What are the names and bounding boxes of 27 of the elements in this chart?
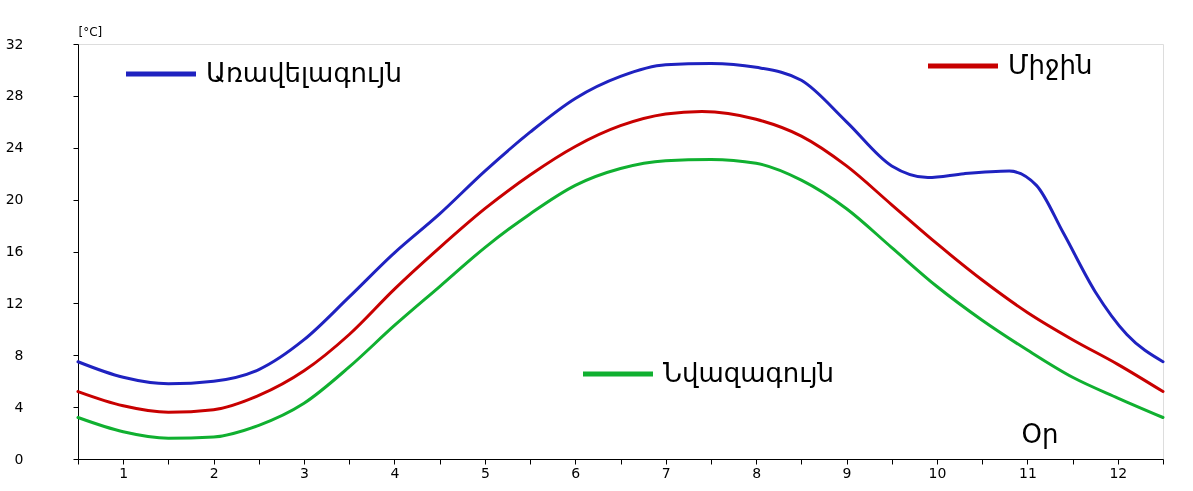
x-tick-label: 6 <box>571 464 581 481</box>
x-tick-label: 4 <box>390 464 400 481</box>
y-tick-label: 8 <box>14 346 24 363</box>
x-tick-label: 12 <box>1109 464 1128 481</box>
y-tick-label: 28 <box>5 87 24 104</box>
y-tick-label: 0 <box>14 450 24 467</box>
y-axis-title: [°C] <box>78 24 103 39</box>
y-tick-label: 32 <box>5 35 24 52</box>
y-tick-label: 4 <box>14 398 24 415</box>
legend-label: Միջին <box>1008 50 1093 80</box>
x-tick-label: 3 <box>300 464 309 481</box>
x-tick-label: 1 <box>119 464 129 481</box>
x-tick-label: 11 <box>1018 464 1037 481</box>
x-tick-label: 10 <box>928 464 947 481</box>
y-tick-label: 20 <box>5 191 24 208</box>
line-series <box>76 109 1165 414</box>
y-tick-label: 12 <box>5 294 24 311</box>
legend-label: Նվազագույն <box>663 358 835 388</box>
legend-label: Առավելագույն <box>206 58 402 88</box>
x-tick-label: 9 <box>842 464 852 481</box>
y-tick-label: 24 <box>5 139 24 156</box>
y-tick-label: 16 <box>5 243 24 259</box>
x-tick-label: 2 <box>209 464 219 481</box>
x-tick-label: 7 <box>661 464 671 481</box>
x-tick-label: 8 <box>752 464 762 481</box>
x-axis-title: Օր <box>1021 418 1059 449</box>
x-tick-label: 5 <box>480 464 490 481</box>
